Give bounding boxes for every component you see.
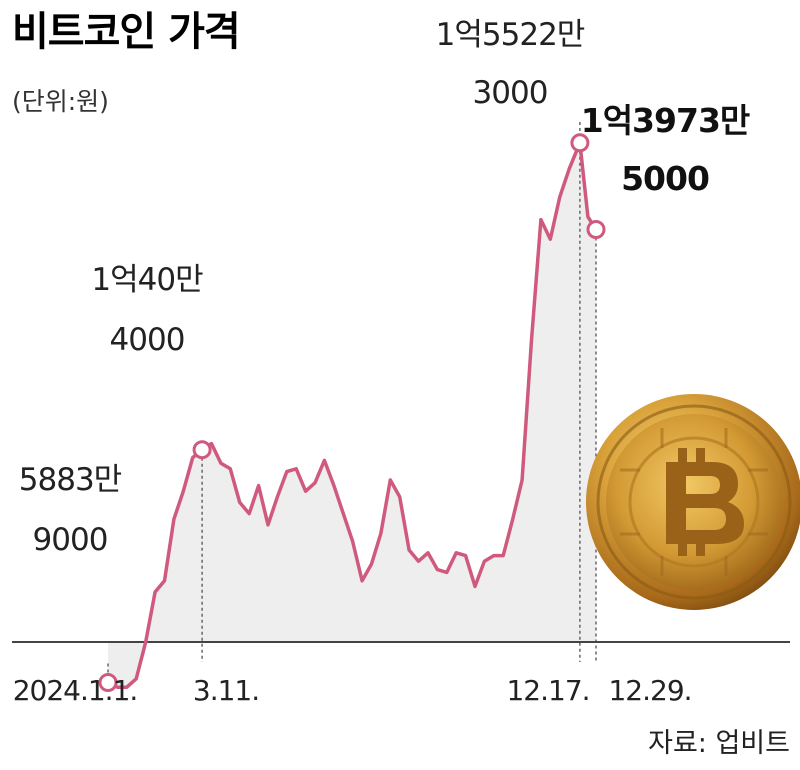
data-point-marker-1 [192, 440, 212, 460]
unit-label: (단위:원) [12, 87, 109, 116]
bitcoin-coin-icon [586, 394, 800, 610]
value-annotation-0-line2: 9000 [33, 522, 108, 558]
price-area-fill [108, 142, 596, 688]
x-tick-label-0: 2024.1.1. [13, 674, 138, 707]
value-annotation-3-line2: 5000 [621, 159, 709, 198]
value-annotation-0-line1: 5883만 [19, 462, 122, 498]
x-tick-label-3: 12.29. [608, 674, 691, 707]
value-annotation-2-line1: 1억5522만 [436, 17, 585, 53]
data-point-marker-0 [98, 673, 118, 692]
x-tick-label-1: 3.11. [193, 674, 259, 707]
x-tick-label-2: 12.17. [506, 674, 589, 707]
value-annotation-3-line1: 1억3973만 [581, 101, 750, 140]
value-annotation-1-line1: 1억40만 [91, 262, 203, 298]
price-series-line [106, 141, 598, 689]
value-annotation-1-line2: 4000 [110, 322, 185, 358]
chart-title: 비트코인 가격 [12, 9, 240, 55]
value-annotation-2-line2: 3000 [473, 75, 548, 111]
data-point-marker-3 [586, 220, 606, 239]
source-label: 자료: 업비트 [648, 728, 790, 759]
plot-area: 2024.1.1. 3.11. 12.17. 12.29. 5883만 9000 1억40만… [12, 17, 790, 707]
data-point-marker-2 [570, 133, 590, 153]
